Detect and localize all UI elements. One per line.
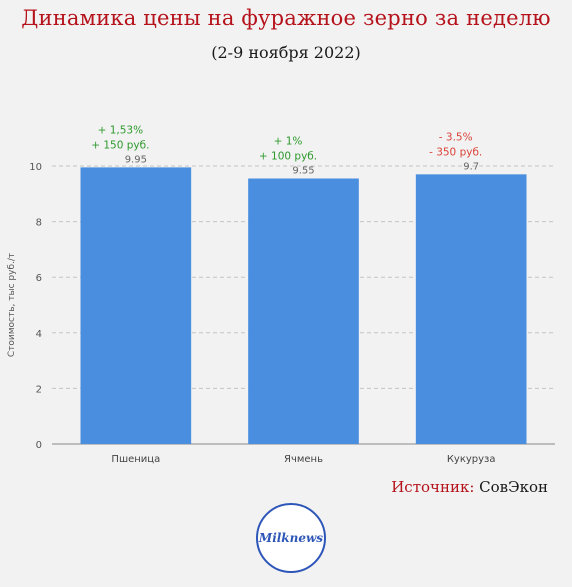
annotation-text: + 100 руб. [259,151,317,163]
bar [80,167,192,444]
y-tick-label: 2 [36,384,42,395]
bar-chart: 0 2 4 6 8 10 Стоимость, тыс руб./т 9.95 Пшеница +… [7,124,555,465]
bar [415,174,527,444]
x-tick-label: Кукуруза [447,454,496,465]
y-tick-label: 0 [36,440,42,451]
y-tick-label: 10 [29,162,42,173]
bar [248,178,359,444]
source-line: Источник: СовЭкон [391,478,548,496]
milknews-logo: Milknews [256,503,326,573]
data-label: 9.95 [125,154,147,165]
data-label: 9.7 [463,161,479,172]
source-value: СовЭкон [479,478,548,496]
x-tick-label: Пшеница [111,454,160,465]
y-tick-label: 6 [36,273,42,284]
source-label: Источник: [391,478,475,496]
annotation-text: + 1,53% [98,124,144,136]
annotation-text: + 1% [274,136,303,148]
chart-subtitle: (2-9 ноября 2022) [211,43,361,62]
chart-title: Динамика цены на фуражное зерно за недел… [21,6,551,30]
x-tick-label: Ячмень [284,454,323,465]
logo-text: Milknews [258,531,324,545]
annotation-text: - 350 руб. [429,146,482,158]
y-axis-label: Стоимость, тыс руб./т [7,253,17,357]
annotation-text: - 3.5% [439,131,473,143]
y-tick-label: 8 [36,218,42,229]
annotation-text: + 150 руб. [91,139,149,151]
y-tick-label: 4 [36,329,42,340]
data-label: 9.55 [292,166,314,177]
